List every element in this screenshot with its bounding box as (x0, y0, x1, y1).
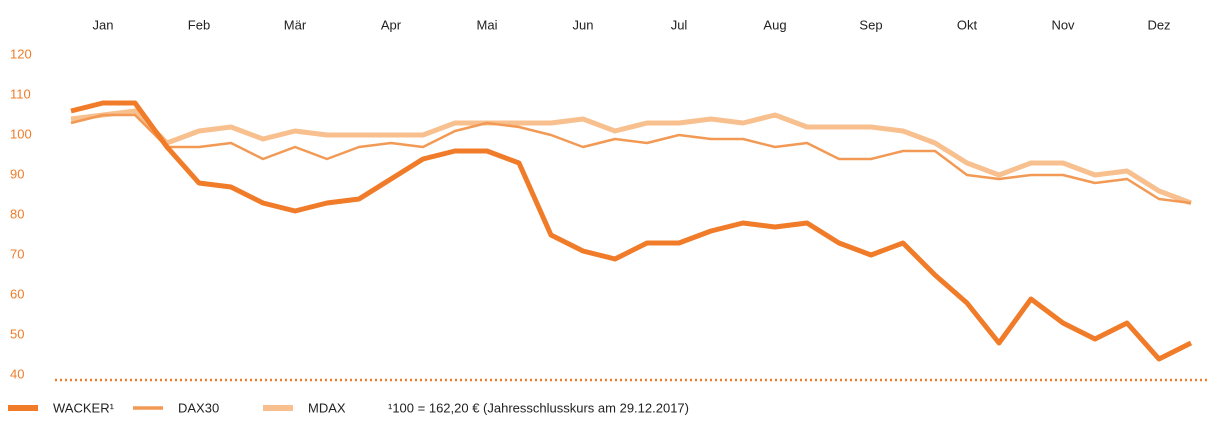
y-tick-label: 40 (10, 366, 24, 381)
x-tick-label: Okt (957, 17, 978, 32)
legend-label: MDAX (308, 400, 346, 415)
y-tick-label: 80 (10, 206, 24, 221)
y-tick-label: 120 (10, 46, 32, 61)
x-tick-label: Sep (859, 17, 882, 32)
x-tick-label: Jun (573, 17, 594, 32)
legend-label: DAX30 (178, 400, 219, 415)
x-tick-label: Feb (188, 17, 210, 32)
y-tick-label: 90 (10, 166, 24, 181)
y-tick-label: 100 (10, 126, 32, 141)
x-tick-label: Dez (1147, 17, 1170, 32)
x-tick-label: Mai (477, 17, 498, 32)
x-tick-label: Apr (381, 17, 402, 32)
x-tick-label: Jan (93, 17, 114, 32)
x-tick-label: Jul (671, 17, 688, 32)
series-line (70, 100, 1193, 362)
y-tick-label: 70 (10, 246, 24, 261)
y-tick-label: 50 (10, 326, 24, 341)
x-tick-label: Aug (763, 17, 786, 32)
series-line (70, 108, 1192, 206)
y-tick-label: 60 (10, 286, 24, 301)
y-tick-label: 110 (10, 86, 31, 101)
series-line (70, 113, 1192, 205)
x-tick-label: Nov (1051, 17, 1075, 32)
note: ¹100 = 162,20 € (Jahresschlusskurs am 29… (388, 400, 689, 415)
legend-label: WACKER¹ (53, 400, 115, 415)
x-tick-label: Mär (284, 17, 307, 32)
